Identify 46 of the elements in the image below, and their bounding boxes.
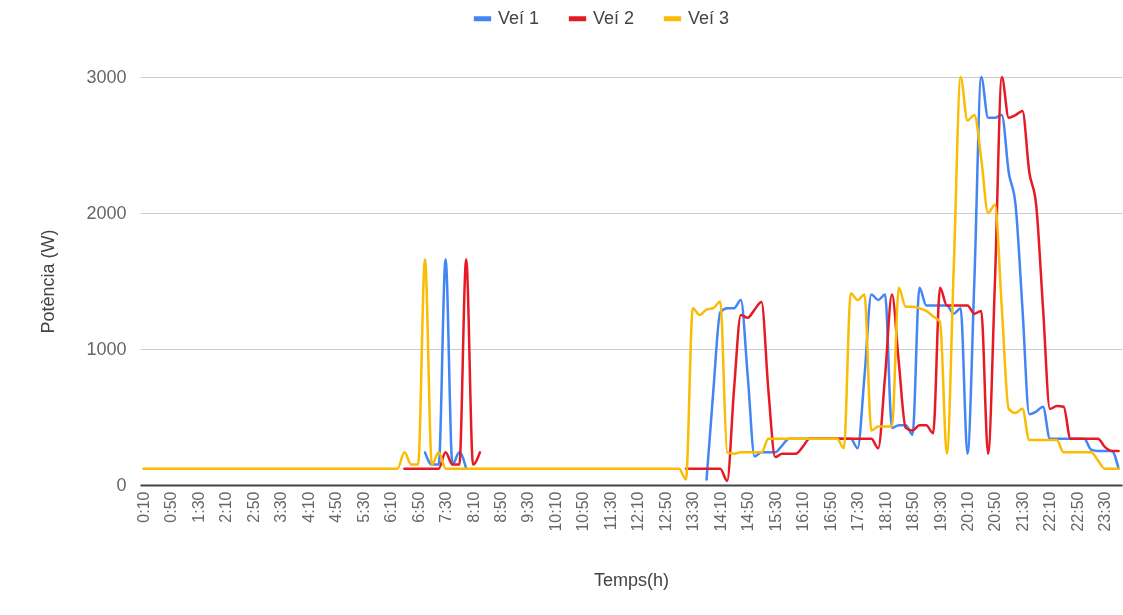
line-series bbox=[142, 75, 1120, 481]
x-tick-label: 6:10 bbox=[382, 491, 400, 523]
x-tick-label: 0:50 bbox=[162, 491, 180, 523]
x-tick-label: 14:50 bbox=[739, 491, 757, 532]
x-tick-label: 17:30 bbox=[849, 491, 867, 532]
x-tick-label: 8:50 bbox=[492, 491, 510, 523]
x-tick-label: 14:10 bbox=[711, 491, 729, 532]
x-tick-label: 18:50 bbox=[904, 491, 922, 532]
y-tick-label: 1000 bbox=[86, 338, 127, 359]
x-axis-title: Temps(h) bbox=[593, 569, 670, 590]
legend-label: Veí 2 bbox=[593, 7, 635, 28]
x-tick-label: 20:10 bbox=[958, 491, 976, 532]
x-tick-label: 7:30 bbox=[437, 491, 455, 523]
x-tick-label: 11:30 bbox=[601, 491, 619, 531]
x-tick-label: 2:10 bbox=[217, 491, 235, 523]
x-tick-label: 10:10 bbox=[546, 491, 564, 532]
x-tick-label: 20:50 bbox=[986, 491, 1004, 532]
x-tick-label: 21:30 bbox=[1013, 491, 1031, 532]
y-axis-title: Potència (W) bbox=[38, 229, 59, 334]
x-tick-label: 15:30 bbox=[766, 491, 784, 532]
x-tick-label: 2:50 bbox=[244, 491, 262, 523]
x-tick-label: 5:30 bbox=[354, 491, 372, 523]
x-tick-label: 22:10 bbox=[1041, 491, 1059, 532]
x-tick-label: 16:10 bbox=[794, 491, 812, 532]
y-tick-label: 3000 bbox=[86, 66, 127, 87]
x-tick-label: 1:30 bbox=[189, 491, 207, 523]
x-tick-label: 16:50 bbox=[821, 491, 839, 532]
x-tick-label: 6:50 bbox=[409, 491, 427, 523]
x-tick-label: 0:10 bbox=[134, 491, 152, 523]
legend-label: Veí 3 bbox=[688, 7, 730, 28]
x-tick-label: 4:10 bbox=[299, 491, 317, 523]
y-tick-label: 0 bbox=[116, 474, 127, 495]
x-tick-label: 19:30 bbox=[931, 491, 949, 532]
x-tick-label: 23:30 bbox=[1096, 491, 1114, 532]
x-tick-label: 10:50 bbox=[574, 491, 592, 532]
x-tick-label: 12:50 bbox=[656, 491, 674, 532]
x-tick-label: 13:30 bbox=[684, 491, 702, 532]
x-tick-label: 18:10 bbox=[876, 491, 894, 532]
x-tick-label: 3:30 bbox=[272, 491, 290, 523]
x-tick-label: 22:50 bbox=[1068, 491, 1086, 532]
x-tick-label: 9:30 bbox=[519, 491, 537, 523]
x-tick-label: 8:10 bbox=[464, 491, 482, 523]
x-tick-label: 4:50 bbox=[327, 491, 345, 523]
y-tick-label: 2000 bbox=[86, 202, 127, 223]
legend-label: Veí 1 bbox=[498, 7, 540, 28]
x-tick-label: 12:10 bbox=[629, 491, 647, 532]
